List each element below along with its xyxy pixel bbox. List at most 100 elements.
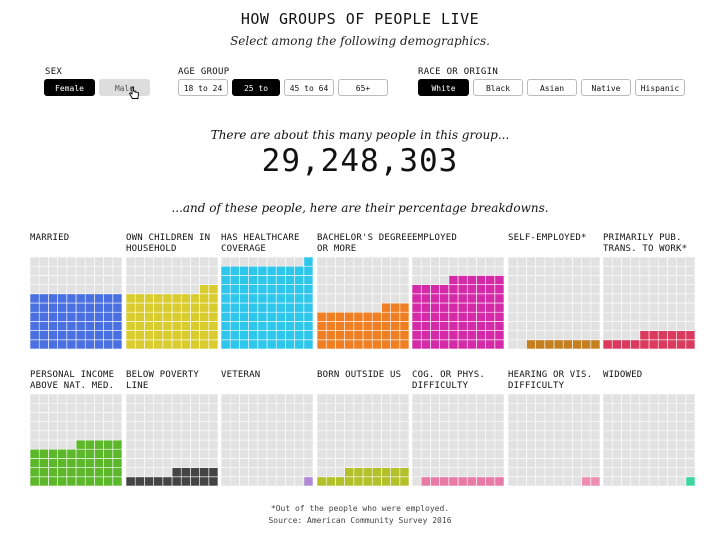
waffle-cell-empty [572, 448, 582, 459]
waffle-cell-empty [621, 275, 631, 285]
waffle-cell-empty [317, 430, 327, 441]
waffle-cell-filled [162, 311, 173, 322]
waffle-cell-empty [544, 476, 555, 486]
race-option-native[interactable]: Native [581, 79, 631, 96]
waffle-cell-empty [494, 402, 504, 413]
waffle-cell-empty [485, 467, 496, 478]
waffle-cell-filled [430, 330, 440, 341]
waffle-cell-empty [344, 302, 355, 313]
waffle-cell-empty [621, 402, 631, 413]
waffle-cell-empty [562, 265, 573, 276]
waffle-cell-filled [448, 330, 459, 341]
waffle-cell-empty [611, 321, 622, 331]
waffle-cell-filled [75, 439, 86, 450]
waffle-cell-filled [84, 321, 95, 331]
waffle-cell-empty [162, 412, 173, 422]
waffle-cell-filled [371, 330, 382, 341]
waffle-cell-filled [266, 265, 277, 276]
waffle-cell-filled [412, 302, 422, 313]
waffle-cell-empty [535, 330, 546, 341]
waffle-cell-empty [285, 421, 295, 432]
waffle-cell-empty [639, 311, 650, 322]
waffle-cell-empty [639, 402, 650, 413]
race-option-asian[interactable]: Asian [527, 79, 577, 96]
waffle-cell-empty [103, 412, 114, 422]
waffle-cell-filled [381, 476, 391, 486]
sex-option-female[interactable]: Female [44, 79, 95, 96]
age-option-45-to-64[interactable]: 45 to 64 [284, 79, 334, 96]
waffle-cell-filled [485, 302, 496, 313]
waffle-cell-empty [66, 257, 77, 267]
waffle-cell-filled [412, 311, 422, 322]
waffle-cell-empty [353, 458, 364, 468]
waffle-cell-filled [103, 448, 114, 459]
waffle-cell-filled [266, 293, 277, 304]
waffle-cell-filled [126, 330, 136, 341]
waffle-cell-empty [685, 311, 695, 322]
group-intro-text: There are about this many people in this… [210, 128, 510, 142]
waffle-cell-filled [221, 265, 231, 276]
waffle-cell-filled [685, 330, 695, 341]
waffle-cell-empty [562, 293, 573, 304]
waffle-cell-empty [572, 421, 582, 432]
waffle-cell-empty [399, 257, 409, 267]
waffle-cell-filled [390, 321, 401, 331]
sex-option-male[interactable]: Male [99, 79, 150, 96]
waffle-cell-empty [657, 265, 668, 276]
waffle-cell-empty [66, 394, 77, 404]
waffle-cell-empty [430, 448, 440, 459]
waffle-cell-filled [171, 321, 182, 331]
waffle-cell-empty [667, 476, 677, 486]
waffle-cell-empty [221, 448, 231, 459]
waffle-cell-empty [126, 458, 136, 468]
waffle-cell-filled [66, 293, 77, 304]
waffle-cell-empty [362, 394, 373, 404]
waffle-cell-empty [562, 275, 573, 285]
waffle-cell-empty [535, 448, 546, 459]
waffle-cell-filled [390, 467, 401, 478]
waffle-cell-empty [335, 265, 345, 276]
waffle-cell-empty [134, 394, 145, 404]
waffle-cell-filled [84, 439, 95, 450]
age-option-18-to-24[interactable]: 18 to 24 [178, 79, 228, 96]
waffle-cell-empty [48, 430, 58, 441]
age-option-25-to-44[interactable]: 25 to 44 [232, 79, 280, 110]
waffle-cell-filled [134, 330, 145, 341]
waffle-cell-empty [657, 458, 668, 468]
waffle-cell-filled [239, 302, 249, 313]
waffle-cell-filled [57, 467, 68, 478]
waffle-cell-filled [57, 311, 68, 322]
waffle-cell-empty [639, 293, 650, 304]
waffle-cell-filled [381, 467, 391, 478]
waffle-cell-empty [430, 275, 440, 285]
panel-label: VETERAN [221, 370, 261, 380]
waffle-cell-filled [466, 275, 477, 285]
waffle-cell-filled [485, 293, 496, 304]
waffle-cell-empty [390, 284, 401, 295]
waffle-cell-empty [353, 257, 364, 267]
waffle-cell-empty [48, 284, 58, 295]
waffle-cell-filled [430, 476, 440, 486]
race-option-hispanic[interactable]: Hispanic [635, 79, 685, 96]
waffle-cell-filled [390, 302, 401, 313]
waffle-cell-empty [38, 421, 49, 432]
waffle-cell-empty [508, 265, 518, 276]
waffle-cell-empty [590, 402, 600, 413]
waffle-cell-empty [153, 275, 164, 285]
waffle-cell-empty [494, 394, 504, 404]
race-option-white[interactable]: White [418, 79, 469, 96]
population-count: 29,248,303 [261, 143, 459, 179]
waffle-cell-filled [112, 302, 122, 313]
waffle-cell-filled [162, 293, 173, 304]
waffle-cell-empty [526, 394, 536, 404]
age-option-65[interactable]: 65+ [338, 79, 388, 96]
waffle-cell-empty [611, 448, 622, 459]
waffle-cell-empty [516, 448, 527, 459]
waffle-cell-empty [657, 321, 668, 331]
waffle-cell-filled [603, 339, 613, 349]
waffle-cell-filled [75, 339, 86, 349]
waffle-cell-empty [648, 293, 659, 304]
waffle-cell-empty [494, 257, 504, 267]
race-option-black[interactable]: Black [473, 79, 523, 96]
waffle-cell-empty [248, 257, 259, 267]
